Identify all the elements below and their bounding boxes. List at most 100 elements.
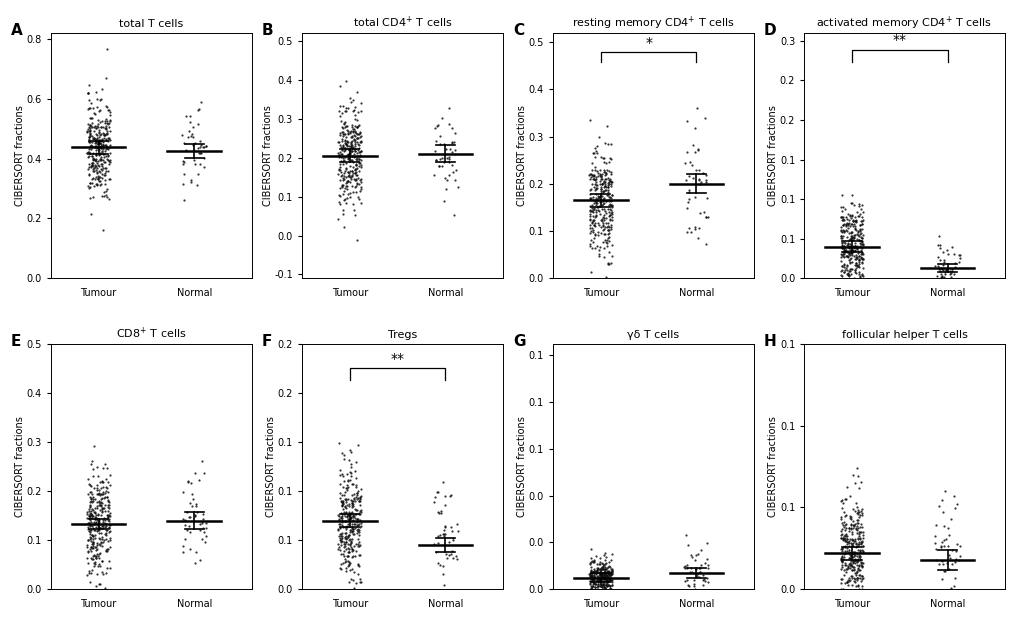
Point xyxy=(842,575,858,585)
Point xyxy=(678,560,694,570)
Point xyxy=(597,565,613,575)
Point xyxy=(351,143,367,153)
Point xyxy=(590,572,606,582)
Point xyxy=(850,550,866,560)
Point xyxy=(100,510,116,520)
Point xyxy=(97,175,113,185)
Point xyxy=(92,149,108,159)
Point xyxy=(84,539,100,549)
Point xyxy=(595,224,611,234)
Point xyxy=(596,548,612,558)
Point xyxy=(848,538,864,548)
Point xyxy=(348,122,365,132)
Point xyxy=(347,163,364,173)
Point xyxy=(94,556,110,566)
Point xyxy=(86,507,102,517)
Point xyxy=(845,251,861,261)
Point xyxy=(951,250,967,260)
Point xyxy=(198,523,214,533)
Point xyxy=(93,154,109,164)
Point xyxy=(99,525,115,535)
Point xyxy=(846,216,862,226)
Point xyxy=(930,559,947,569)
Point xyxy=(82,141,98,151)
Point xyxy=(338,121,355,131)
Point xyxy=(696,558,712,568)
Point xyxy=(589,571,605,581)
Point xyxy=(91,522,107,532)
Point xyxy=(852,577,868,587)
Point xyxy=(339,167,356,177)
Point xyxy=(341,514,358,524)
Point xyxy=(90,138,106,148)
Point xyxy=(346,122,363,132)
Point xyxy=(832,202,848,212)
Point xyxy=(847,265,863,275)
Point xyxy=(79,474,96,484)
Point xyxy=(174,178,191,188)
Point xyxy=(599,567,615,577)
Point xyxy=(603,177,620,187)
Point xyxy=(85,532,101,542)
Point xyxy=(590,168,606,178)
Point xyxy=(835,237,851,247)
Point xyxy=(85,158,101,168)
Point xyxy=(935,521,952,531)
Point xyxy=(333,469,350,479)
Point xyxy=(335,171,352,181)
Point xyxy=(842,235,858,245)
Point xyxy=(97,522,113,532)
Point xyxy=(837,529,853,539)
Point xyxy=(603,569,620,579)
Point xyxy=(438,144,454,154)
Text: A: A xyxy=(10,23,22,38)
Point xyxy=(85,192,101,202)
Point xyxy=(601,583,618,593)
Point xyxy=(83,509,99,519)
Point xyxy=(94,557,110,567)
Point xyxy=(92,155,108,165)
Point xyxy=(179,476,196,486)
Point xyxy=(96,129,112,139)
Point xyxy=(93,500,109,510)
Point xyxy=(196,162,212,172)
Point xyxy=(346,145,363,155)
Point xyxy=(849,235,865,245)
Point xyxy=(847,217,863,227)
Point xyxy=(88,150,104,160)
Point xyxy=(351,154,367,164)
Point xyxy=(582,215,598,225)
Point xyxy=(688,103,704,113)
Point xyxy=(344,479,361,489)
Point xyxy=(94,476,110,486)
Point xyxy=(338,184,355,194)
Point xyxy=(589,578,605,588)
Point xyxy=(86,562,102,572)
Point xyxy=(343,500,360,510)
Point xyxy=(854,215,870,225)
Point xyxy=(90,167,106,177)
Point xyxy=(337,120,354,130)
Point xyxy=(97,515,113,525)
Point xyxy=(100,167,116,177)
Point xyxy=(336,174,353,184)
Point xyxy=(346,114,363,124)
Point xyxy=(836,249,852,259)
Point xyxy=(339,514,356,524)
Point xyxy=(353,155,369,165)
Point xyxy=(850,545,866,555)
Point xyxy=(592,577,608,587)
Point xyxy=(342,447,359,457)
Point xyxy=(597,196,613,206)
Point xyxy=(342,97,359,107)
Point xyxy=(597,170,613,180)
Point xyxy=(84,565,100,575)
Point xyxy=(843,540,859,550)
Point xyxy=(591,242,607,252)
Point xyxy=(90,94,106,104)
Point xyxy=(602,569,619,579)
Point xyxy=(99,129,115,139)
Point xyxy=(588,195,604,205)
Point xyxy=(99,544,115,553)
Point xyxy=(81,95,97,105)
